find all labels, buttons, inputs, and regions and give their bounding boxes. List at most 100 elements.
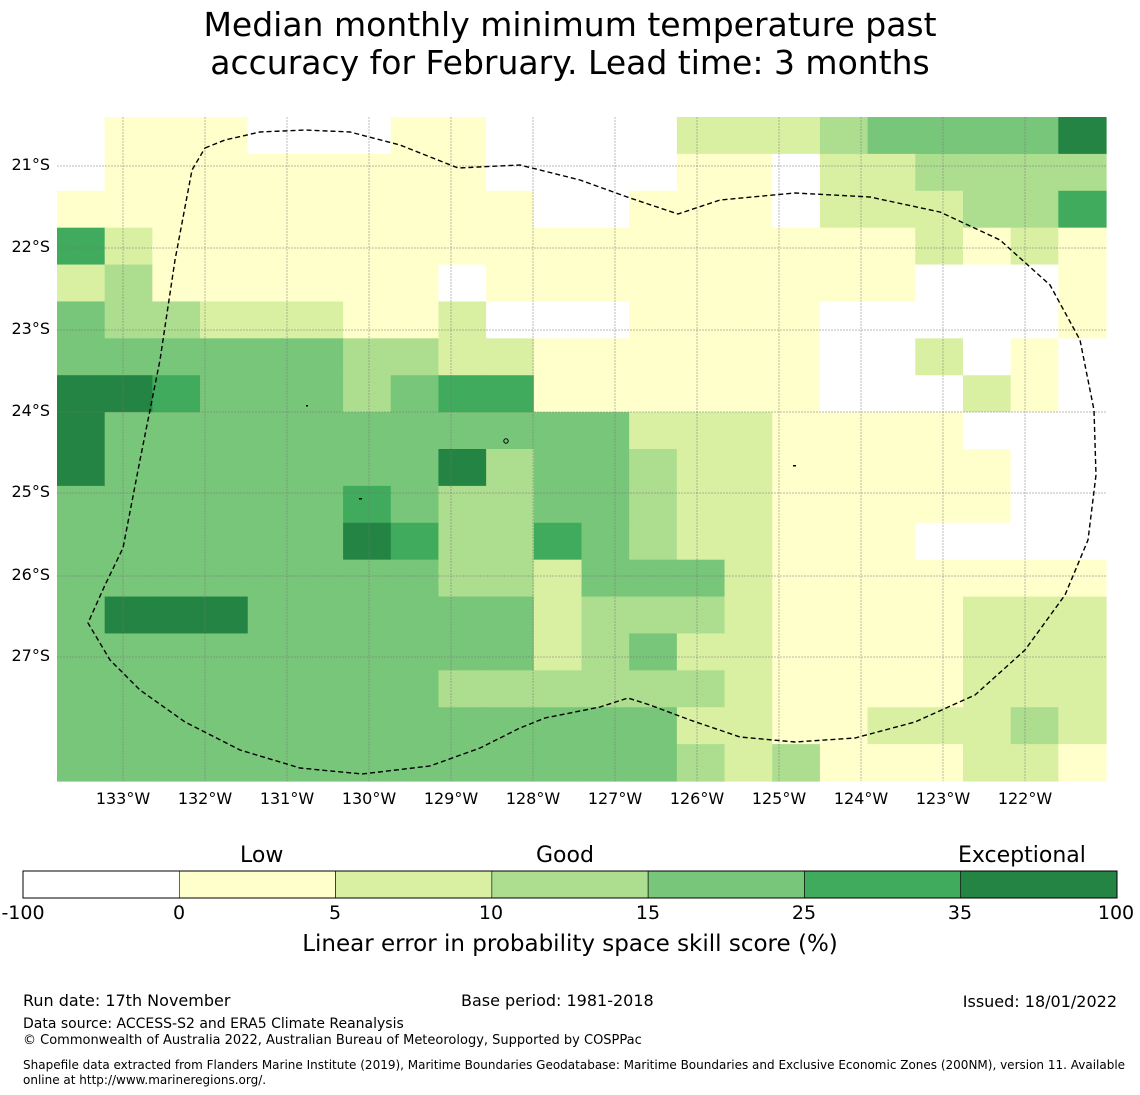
grid-cell	[57, 375, 106, 413]
grid-cell	[724, 522, 773, 561]
colorbar-segment	[491, 870, 649, 899]
grid-cell	[676, 596, 726, 635]
grid-cell	[390, 449, 440, 487]
grid-cell	[533, 117, 583, 155]
grid-cell	[772, 670, 821, 708]
grid-cell	[962, 375, 1012, 413]
grid-cell	[724, 449, 773, 487]
grid-cell	[200, 190, 249, 229]
grid-cell	[438, 227, 487, 266]
grid-cell	[962, 301, 1012, 339]
grid-cell	[343, 264, 392, 303]
grid-cell	[247, 559, 297, 598]
grid-cell	[581, 412, 630, 450]
lon-label-132w: 132°W	[177, 789, 233, 808]
grid-cell	[390, 117, 440, 155]
grid-cell	[57, 522, 106, 561]
shapefile-credit-line-2: online at http://www.marineregions.org/.	[23, 1073, 267, 1087]
grid-cell	[295, 301, 344, 339]
grid-cell	[486, 522, 535, 561]
grid-cell	[772, 301, 821, 339]
grid-cell	[581, 264, 630, 303]
colorbar-title: Linear error in probability space skill …	[302, 931, 838, 957]
lat-label-22s: 22°S	[11, 237, 50, 256]
grid-cell	[57, 412, 106, 450]
grid-cell	[295, 117, 344, 155]
grid-cell	[676, 522, 726, 561]
grid-cell	[819, 412, 869, 450]
grid-cell	[772, 117, 821, 155]
grid-cell	[152, 633, 201, 671]
grid-cell	[1058, 227, 1107, 266]
grid-cell	[915, 412, 964, 450]
grid-cell	[57, 264, 106, 303]
grid-cell	[438, 559, 487, 598]
grid-cell	[724, 301, 773, 339]
grid-cell	[57, 301, 106, 339]
lon-label-122w: 122°W	[997, 789, 1053, 808]
grid-cell	[867, 707, 916, 745]
grid-cell	[200, 485, 249, 524]
grid-cell	[486, 264, 535, 303]
grid-cell	[581, 670, 630, 708]
grid-cell	[295, 449, 344, 487]
grid-cell	[533, 264, 583, 303]
grid-cell	[390, 670, 440, 708]
grid-cell	[772, 338, 821, 376]
grid-cell	[343, 227, 392, 266]
grid-cell	[1058, 449, 1107, 487]
grid-cell	[343, 449, 392, 487]
grid-cell	[915, 559, 964, 598]
grid-cell	[867, 227, 916, 266]
grid-cell	[104, 117, 153, 155]
grid-cell	[57, 707, 106, 745]
legend-category-exceptional: Exceptional	[958, 843, 1086, 868]
grid-cell	[533, 153, 583, 192]
lon-label-125w: 125°W	[751, 789, 807, 808]
grid-cell	[819, 301, 869, 339]
grid-cell	[343, 153, 392, 192]
grid-cell	[104, 190, 153, 229]
grid-cell	[152, 744, 201, 782]
grid-cell	[867, 485, 916, 524]
grid-cell	[295, 596, 344, 635]
grid-cell	[104, 449, 153, 487]
grid-cell	[676, 670, 726, 708]
grid-cell	[533, 559, 583, 598]
grid-cell	[343, 190, 392, 229]
grid-cell	[629, 227, 678, 266]
grid-cell	[867, 190, 916, 229]
grid-cell	[581, 596, 630, 635]
grid-cell	[819, 449, 869, 487]
grid-cell	[343, 375, 392, 413]
grid-cell	[1010, 190, 1059, 229]
grid-cell	[962, 596, 1012, 635]
grid-cell	[533, 227, 583, 266]
grid-cell	[819, 227, 869, 266]
grid-cell	[486, 559, 535, 598]
grid-cell	[390, 485, 440, 524]
grid-cell	[438, 707, 487, 745]
grid-cell	[915, 190, 964, 229]
grid-cell	[1058, 301, 1107, 339]
grid-cell	[438, 522, 487, 561]
grid-cell	[390, 190, 440, 229]
lat-label-25s: 25°S	[11, 482, 50, 501]
grid-cell	[1058, 190, 1107, 229]
grid-cell	[390, 707, 440, 745]
colorbar-tick-label: 10	[478, 902, 504, 924]
grid-cell	[1058, 117, 1107, 155]
grid-cell	[343, 707, 392, 745]
grid-cell	[772, 485, 821, 524]
grid-cell	[104, 670, 153, 708]
grid-cell	[962, 449, 1012, 487]
skill-grid-cells	[57, 117, 1107, 782]
colorbar-tick-label: 0	[172, 902, 186, 924]
grid-cell	[581, 153, 630, 192]
grid-cell	[486, 338, 535, 376]
grid-cell	[772, 449, 821, 487]
grid-cell	[104, 744, 153, 782]
grid-cell	[676, 707, 726, 745]
grid-cell	[867, 412, 916, 450]
grid-cell	[200, 153, 249, 192]
